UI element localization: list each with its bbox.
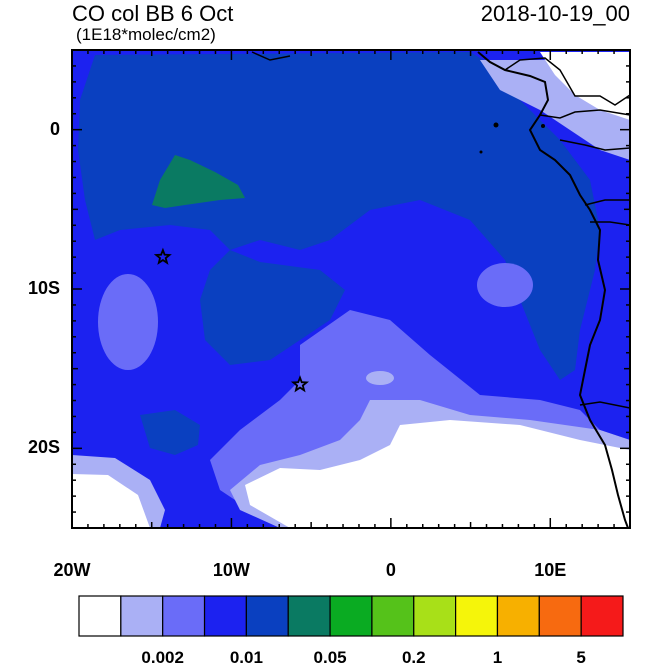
island <box>493 122 499 128</box>
field-pale-blue-sw <box>72 455 165 528</box>
colorbar-swatch <box>162 595 206 637</box>
colorbar-label: 1 <box>492 648 503 667</box>
field-dark-blue-region <box>78 52 600 380</box>
country-borders <box>251 51 630 409</box>
island <box>541 124 545 128</box>
colorbar-swatch <box>287 595 331 637</box>
colorbar-swatch <box>580 595 624 637</box>
field-white-ne <box>540 52 630 120</box>
coastline <box>477 51 629 528</box>
lon-tick-label: 0 <box>385 560 396 580</box>
axis-ticks <box>71 49 631 529</box>
colorbar-label: 5 <box>576 648 586 667</box>
lon-tick-label: 10E <box>534 560 567 580</box>
colorbar-swatch <box>413 595 457 637</box>
star-icon <box>290 375 310 393</box>
colorbar-label: 0.05 <box>313 648 347 667</box>
lon-tick-label: 10W <box>212 560 250 580</box>
colorbar-swatch <box>455 595 499 637</box>
colorbar-label: 0.002 <box>141 648 184 667</box>
field-white-sw <box>72 470 155 528</box>
field-light-blue-east <box>477 263 533 307</box>
colorbar-swatch <box>496 595 540 637</box>
station-markers <box>153 247 310 393</box>
lon-tick-label: 20W <box>53 560 91 580</box>
colorbar-swatch <box>245 595 289 637</box>
lat-tick-label: 10S <box>27 278 60 298</box>
field-teal-blob <box>152 155 245 208</box>
map-title: CO col BB 6 Oct <box>72 1 234 26</box>
island <box>479 150 483 154</box>
colorbar-swatch <box>203 595 247 637</box>
colorbar-swatch <box>329 595 373 637</box>
field-pale-patch <box>366 371 394 385</box>
lat-tick-label: 0 <box>49 118 60 139</box>
colorbar-swatch <box>78 595 122 637</box>
field-light-blue-oval <box>98 274 158 370</box>
units-label: (1E18*molec/cm2) <box>76 25 216 44</box>
field-dark-blue-lower <box>140 410 200 455</box>
field-white-south <box>245 420 630 528</box>
map-field <box>72 50 630 528</box>
colorbar-label: 0.2 <box>401 648 426 667</box>
colorbar-swatch <box>120 595 164 637</box>
star-icon <box>153 247 172 265</box>
lat-tick-label: 20S <box>27 437 60 458</box>
colorbar-swatch <box>371 595 415 637</box>
timestamp-label: 2018-10-19_00 <box>480 1 630 26</box>
colorbar <box>78 595 624 637</box>
colorbar-swatch <box>538 595 582 637</box>
colorbar-label: 0.01 <box>229 648 263 667</box>
